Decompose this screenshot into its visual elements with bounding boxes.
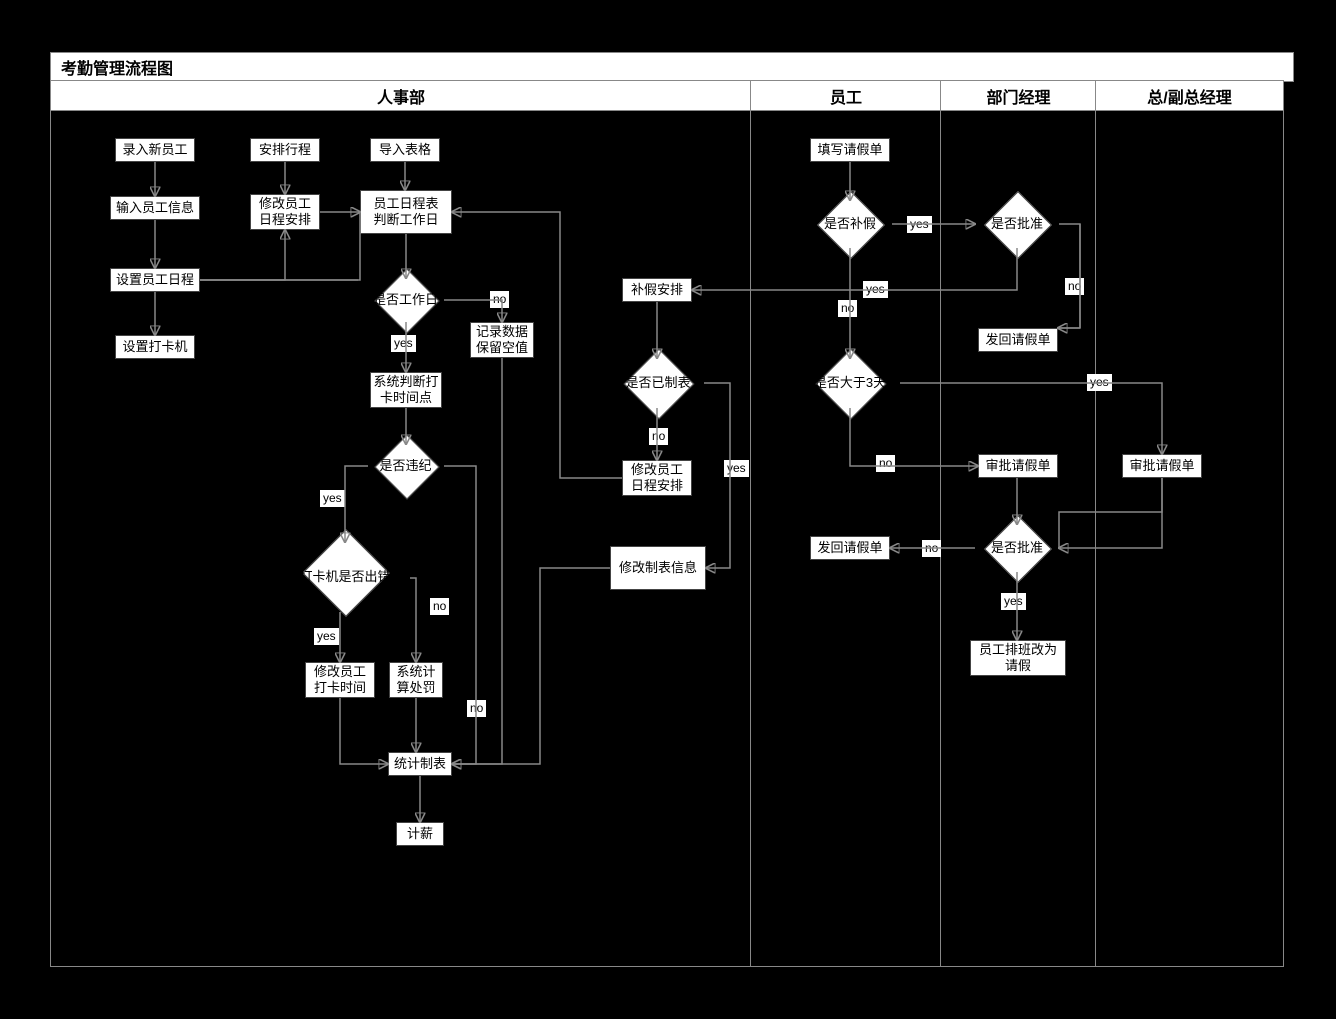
node-new-emp: 录入新员工 xyxy=(115,138,195,162)
node-arrange: 安排行程 xyxy=(250,138,320,162)
node-is-approve2: 是否批准 xyxy=(975,524,1059,572)
label-violate-yes: yes xyxy=(320,490,345,507)
node-is-violate: 是否违纪 xyxy=(368,444,443,488)
diagram-title-text: 考勤管理流程图 xyxy=(61,55,173,79)
node-gt3: 是否大于3天 xyxy=(800,358,900,408)
node-comp-arr: 补假安排 xyxy=(622,278,692,302)
lane-header-hr: 人事部 xyxy=(50,80,752,112)
node-pay: 计薪 xyxy=(396,822,444,846)
node-input-info: 输入员工信息 xyxy=(110,196,200,220)
label-approve1-yes: yes xyxy=(863,281,888,298)
label-tabled-no: no xyxy=(649,428,668,445)
node-record-empty: 记录数据 保留空值 xyxy=(470,322,534,358)
label-clockerr-no: no xyxy=(467,700,486,717)
label-gt3-yes: yes xyxy=(1087,374,1112,391)
lane-header-gm: 总/副总经理 xyxy=(1095,80,1284,112)
node-mod-tabinfo: 修改制表信息 xyxy=(610,546,706,590)
label-approve2-no: no xyxy=(922,540,941,557)
node-set-clock: 设置打卡机 xyxy=(115,335,195,359)
label-workday-yes: yes xyxy=(391,335,416,352)
diagram-title: 考勤管理流程图 xyxy=(50,52,1294,82)
node-is-approve1: 是否批准 xyxy=(975,200,1059,248)
lane-header-mgr: 部门经理 xyxy=(940,80,1097,112)
node-import: 导入表格 xyxy=(370,138,440,162)
node-stats: 统计制表 xyxy=(388,752,452,776)
label-tabled-yes: yes xyxy=(724,460,749,477)
node-sys-penalty: 系统计 算处罚 xyxy=(389,662,443,698)
node-approve-mgr: 审批请假单 xyxy=(978,454,1058,478)
node-is-workday: 是否工作日 xyxy=(368,278,443,322)
node-mod-sched2: 修改员工 日程安排 xyxy=(622,460,692,496)
node-is-tabled: 是否已制表 xyxy=(612,358,704,408)
node-return1: 发回请假单 xyxy=(978,328,1058,352)
node-approve-gm: 审批请假单 xyxy=(1122,454,1202,478)
label-approve2-yes: yes xyxy=(1001,593,1026,610)
node-sys-time: 系统判断打 卡时间点 xyxy=(370,372,442,408)
node-fill-leave: 填写请假单 xyxy=(810,138,890,162)
node-clock-err: 打卡机是否出错 xyxy=(280,542,410,612)
node-mod-clock: 修改员工 打卡时间 xyxy=(305,662,375,698)
node-sched-judge: 员工日程表 判断工作日 xyxy=(360,190,452,234)
label-gt3-no: no xyxy=(876,455,895,472)
node-is-comp: 是否补假 xyxy=(808,200,892,248)
label-clockerr-yes: yes xyxy=(314,628,339,645)
lane-header-emp: 员工 xyxy=(750,80,942,112)
node-mod-sched1: 修改员工 日程安排 xyxy=(250,194,320,230)
label-comp-no: no xyxy=(838,300,857,317)
flowchart-canvas: { "diagram": { "type": "flowchart", "bac… xyxy=(0,0,1336,1019)
node-return2: 发回请假单 xyxy=(810,536,890,560)
lane-body-gm xyxy=(1095,110,1284,967)
node-sched-leave: 员工排班改为 请假 xyxy=(970,640,1066,676)
label-workday-no: no xyxy=(490,291,509,308)
label-approve1-no: no xyxy=(1065,278,1084,295)
label-violate-no: no xyxy=(430,598,449,615)
node-set-sched: 设置员工日程 xyxy=(110,268,200,292)
label-comp-yes: yes xyxy=(907,216,932,233)
